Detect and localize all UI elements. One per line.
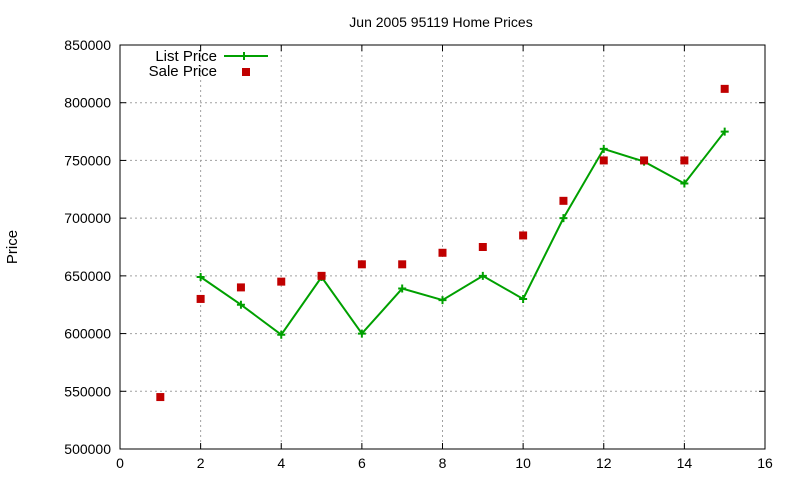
x-tick-label: 14 <box>677 455 693 471</box>
data-point-square <box>478 243 487 251</box>
data-point-plus <box>398 284 407 293</box>
series-0 <box>196 127 729 339</box>
y-tick-label: 750000 <box>64 152 111 168</box>
legend: List Price Sale Price <box>149 48 268 80</box>
x-tick-label: 0 <box>116 455 124 471</box>
x-tick-label: 12 <box>596 455 612 471</box>
chart-title: Jun 2005 95119 Home Prices <box>349 14 532 30</box>
x-tick-label: 4 <box>277 455 285 471</box>
x-tick-label: 10 <box>515 455 531 471</box>
x-tick-label: 2 <box>197 455 205 471</box>
series-line <box>200 130 726 337</box>
data-point-square <box>156 393 165 402</box>
data-point-square <box>277 277 286 286</box>
y-axis: 500000 550000 600000 650000 700000 750000 8000… <box>64 37 765 457</box>
data-point-square <box>438 248 447 257</box>
x-tick-label: 8 <box>439 455 447 471</box>
data-point-plus <box>680 179 689 188</box>
legend-label-sale-price: Sale Price <box>149 63 217 80</box>
data-point-square <box>680 156 689 165</box>
legend-marker-sale-price <box>242 68 250 76</box>
x-axis: 0 2 4 6 8 10 12 14 16 <box>116 45 773 471</box>
data-point-plus <box>357 329 366 338</box>
y-tick-label: 700000 <box>64 210 111 226</box>
data-point-square <box>640 156 649 165</box>
data-point-square <box>519 231 528 240</box>
series-lines <box>156 84 729 402</box>
data-point-square <box>559 196 568 205</box>
grid <box>120 45 765 449</box>
y-tick-label: 650000 <box>64 268 111 284</box>
y-tick-label: 550000 <box>64 383 111 399</box>
data-point-square <box>398 260 407 269</box>
x-tick-label: 6 <box>358 455 366 471</box>
y-axis-label: Price <box>4 230 21 264</box>
data-point-plus <box>519 294 528 303</box>
data-point-square <box>599 156 608 165</box>
data-point-square <box>196 294 205 303</box>
data-point-plus <box>478 271 487 280</box>
data-point-plus <box>559 214 568 223</box>
legend-marker-list-price <box>240 52 248 60</box>
y-tick-label: 800000 <box>64 95 111 111</box>
data-point-square <box>720 84 729 93</box>
data-point-plus <box>277 330 286 339</box>
data-point-square <box>317 271 326 280</box>
series-1 <box>156 84 729 402</box>
y-tick-label: 500000 <box>64 441 111 457</box>
data-point-plus <box>438 296 447 305</box>
x-tick-label: 16 <box>757 455 773 471</box>
legend-label-list-price: List Price <box>155 48 217 65</box>
data-point-square <box>236 283 245 292</box>
data-point-plus <box>196 273 205 282</box>
data-point-plus <box>599 144 608 153</box>
y-tick-label: 850000 <box>64 37 111 53</box>
data-point-square <box>357 260 366 269</box>
data-point-plus <box>236 300 245 309</box>
y-tick-label: 600000 <box>64 326 111 342</box>
data-point-plus <box>720 127 729 136</box>
